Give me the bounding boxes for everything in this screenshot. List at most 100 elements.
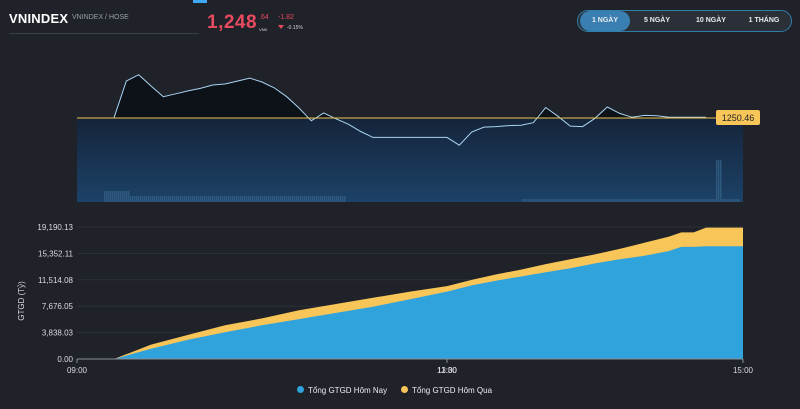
volume-bar bbox=[578, 199, 580, 202]
volume-bar bbox=[108, 191, 110, 202]
volume-bar bbox=[332, 196, 334, 202]
volume-bar bbox=[608, 199, 610, 202]
legend-item-yesterday[interactable]: Tổng GTGD Hôm Qua bbox=[401, 386, 492, 395]
y-tick-label: 11,514.08 bbox=[38, 276, 74, 285]
volume-bar bbox=[300, 196, 302, 202]
volume-bar bbox=[604, 199, 606, 202]
volume-bar bbox=[308, 196, 310, 202]
volume-bar bbox=[328, 196, 330, 202]
volume-bar bbox=[240, 196, 242, 202]
volume-bar bbox=[532, 199, 534, 202]
volume-bar bbox=[154, 196, 156, 202]
volume-bar bbox=[544, 199, 546, 202]
volume-bar bbox=[558, 199, 560, 202]
volume-bar bbox=[674, 199, 676, 202]
volume-bar bbox=[256, 196, 258, 202]
volume-bar bbox=[198, 196, 200, 202]
volume-bar bbox=[312, 196, 314, 202]
volume-bar bbox=[142, 196, 144, 202]
volume-bar bbox=[700, 199, 702, 202]
volume-bar bbox=[174, 196, 176, 202]
volume-bar bbox=[572, 199, 574, 202]
volume-bar bbox=[238, 196, 240, 202]
range-tab-1-month[interactable]: 1 THÁNG bbox=[748, 17, 780, 24]
legend-label-yesterday: Tổng GTGD Hôm Qua bbox=[412, 386, 493, 395]
volume-bar bbox=[546, 199, 548, 202]
volume-bar bbox=[568, 199, 570, 202]
change-value: -1.82 bbox=[278, 14, 294, 21]
volume-bar bbox=[318, 196, 320, 202]
volume-bar bbox=[714, 199, 716, 202]
volume-bar bbox=[194, 196, 196, 202]
volume-bar bbox=[564, 199, 566, 202]
volume-bar bbox=[266, 196, 268, 202]
y-axis-labels: 0.00 3,838.03 7,676.05 11,514.08 15,352.11 19… bbox=[37, 223, 73, 364]
volume-bar bbox=[158, 196, 160, 202]
index-exchange: VNINDEX / HOSE bbox=[72, 14, 129, 21]
volume-bar bbox=[230, 196, 232, 202]
volume-bar bbox=[110, 191, 112, 202]
header-bar: VNINDEX VNINDEX / HOSE 1,248 .64 VNĐ -1.… bbox=[0, 0, 800, 46]
volume-bar bbox=[156, 196, 158, 202]
volume-bar bbox=[114, 191, 116, 202]
volume-bar bbox=[574, 199, 576, 202]
volume-bar bbox=[658, 199, 660, 202]
volume-bars bbox=[104, 160, 740, 202]
volume-bar bbox=[144, 196, 146, 202]
volume-bar bbox=[228, 196, 230, 202]
triangle-down-icon bbox=[278, 25, 284, 29]
volume-bar bbox=[146, 196, 148, 202]
volume-bar bbox=[302, 196, 304, 202]
volume-bar bbox=[596, 199, 598, 202]
y-tick-label: 15,352.11 bbox=[38, 249, 74, 258]
volume-bar bbox=[528, 199, 530, 202]
y-tick-label: 19,190.13 bbox=[37, 223, 73, 232]
x-tick-label: 13:00 bbox=[437, 366, 458, 375]
legend-item-today[interactable]: Tổng GTGD Hôm Nay bbox=[297, 386, 387, 395]
volume-bar bbox=[688, 199, 690, 202]
volume-bar bbox=[282, 196, 284, 202]
volume-bar bbox=[696, 199, 698, 202]
volume-bar bbox=[130, 196, 132, 202]
volume-bar bbox=[670, 199, 672, 202]
volume-bar bbox=[148, 196, 150, 202]
volume-bar bbox=[526, 199, 528, 202]
volume-bar bbox=[226, 196, 228, 202]
volume-bar bbox=[160, 196, 162, 202]
volume-bar bbox=[202, 196, 204, 202]
volume-bar bbox=[186, 196, 188, 202]
area-today bbox=[114, 246, 743, 359]
change-percent: -0.15% bbox=[287, 25, 303, 31]
volume-bar bbox=[560, 199, 562, 202]
range-tab-10-days[interactable]: 10 NGÀY bbox=[696, 17, 726, 24]
volume-bar bbox=[244, 196, 246, 202]
volume-bar bbox=[206, 196, 208, 202]
volume-bar bbox=[260, 196, 262, 202]
volume-bar bbox=[152, 196, 154, 202]
volume-bar bbox=[288, 196, 290, 202]
x-tick-label: 11:30 bbox=[437, 366, 457, 375]
volume-bar bbox=[694, 199, 696, 202]
volume-bar bbox=[204, 196, 206, 202]
volume-bar bbox=[554, 199, 556, 202]
volume-bar bbox=[184, 196, 186, 202]
volume-bar bbox=[208, 196, 210, 202]
volume-bar bbox=[598, 199, 600, 202]
volume-bar bbox=[724, 199, 726, 202]
x-tick-label: 09:00 bbox=[67, 366, 88, 375]
reference-label-box bbox=[716, 110, 760, 125]
x-tick-label: 15:00 bbox=[733, 366, 754, 375]
volume-bar bbox=[618, 199, 620, 202]
volume-bar bbox=[344, 196, 346, 202]
range-tab-5-days[interactable]: 5 NGÀY bbox=[643, 17, 671, 24]
volume-bar bbox=[590, 199, 592, 202]
volume-bar bbox=[606, 199, 608, 202]
volume-bar bbox=[330, 196, 332, 202]
volume-bar bbox=[316, 196, 318, 202]
range-selector: 1 NGÀY 5 NGÀY 10 NGÀY 1 THÁNG bbox=[577, 10, 792, 32]
volume-bar bbox=[234, 196, 236, 202]
range-tab-1-day[interactable]: 1 NGÀY bbox=[580, 11, 630, 31]
volume-bar bbox=[614, 199, 616, 202]
volume-bar bbox=[630, 199, 632, 202]
volume-bar bbox=[170, 196, 172, 202]
